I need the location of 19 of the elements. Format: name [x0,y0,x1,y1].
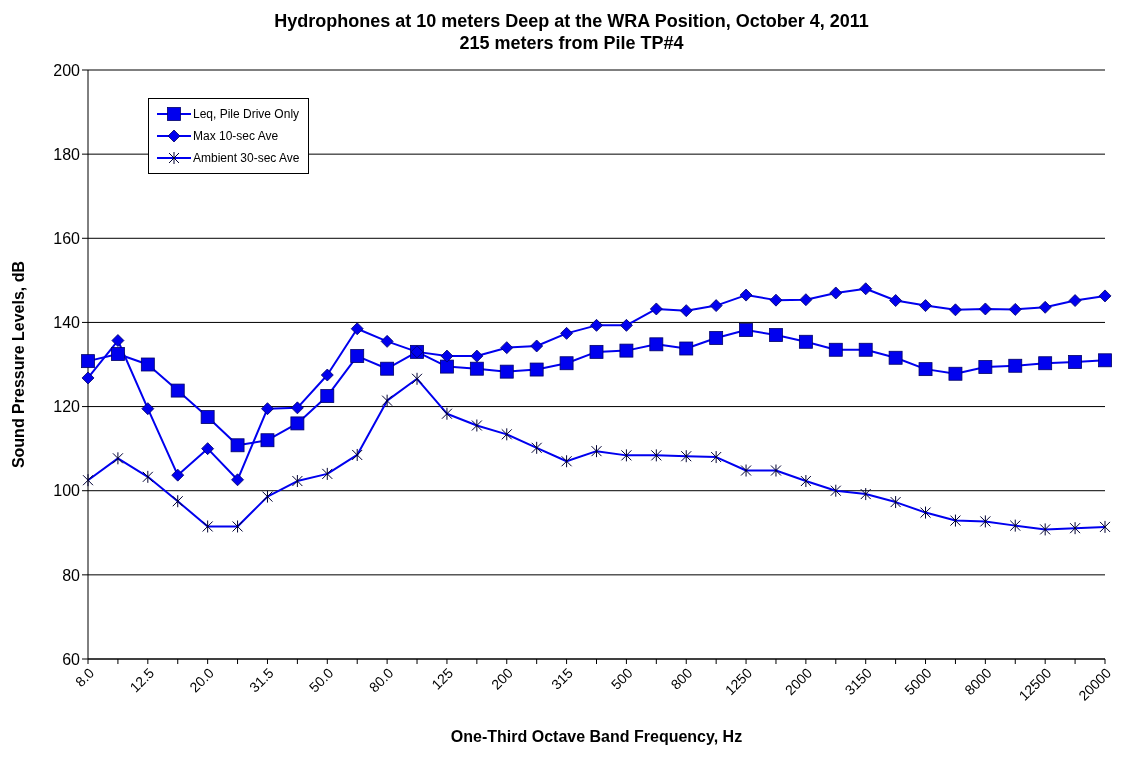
x-tick-label: 125 [428,664,457,693]
y-tick-label: 80 [62,566,81,584]
x-tick-label: 200 [488,664,517,693]
x-tick-label: 500 [607,664,636,693]
y-tick-label: 160 [53,229,81,247]
legend-label: Ambient 30-sec Ave [193,151,300,165]
y-tick-label: 140 [53,314,81,332]
chart-subtitle: 215 meters from Pile TP#4 [458,32,685,54]
x-tick-label: 800 [667,664,696,693]
x-axis-title: One-Third Octave Band Frequency, Hz [450,728,743,745]
y-tick-label: 180 [53,145,81,163]
y-tick-label: 200 [53,61,81,79]
y-tick-label: 120 [53,398,81,416]
legend-label: Max 10-sec Ave [193,129,279,143]
legend-label: Leq, Pile Drive Only [193,107,300,121]
chart-title: Hydrophones at 10 meters Deep at the WRA Position, October 4, 2011 [273,10,870,32]
y-axis-title: Sound Pressure Levels, dB [9,260,27,469]
x-tick-label: 315 [547,664,576,693]
y-tick-label: 100 [53,482,81,500]
